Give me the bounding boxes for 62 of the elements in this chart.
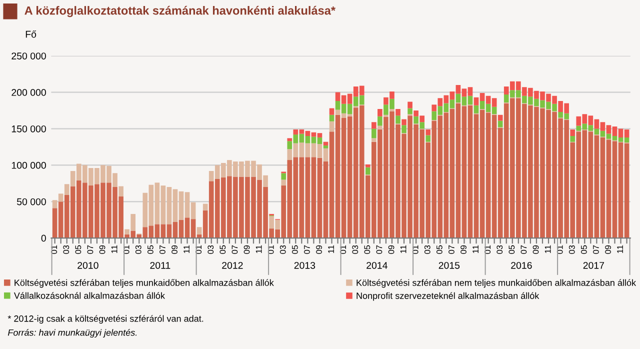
text: 2017 — [583, 262, 604, 269]
text: 2015 — [438, 262, 460, 269]
x-tick-label: 03 — [496, 245, 503, 254]
x-tick-label: 05 — [147, 245, 154, 254]
y-axis-title: Fő — [26, 30, 36, 38]
x-tick-label: 03 — [63, 245, 70, 254]
x-tick-label: 05 — [292, 245, 298, 254]
x-tick-label: 03 — [280, 245, 286, 254]
x-tick-label: 09 — [99, 245, 106, 254]
text: 2011 — [150, 262, 170, 269]
x-tick-label: 11 — [328, 245, 334, 253]
x-tick-label: 11 — [617, 245, 623, 253]
x-tick-label: 09 — [244, 245, 250, 254]
x-tick-label: 11 — [111, 245, 118, 253]
x-tick-label: 03 — [208, 245, 214, 254]
y-tick-label: 150 000 — [12, 125, 46, 132]
x-tick-label: 05 — [508, 245, 515, 254]
x-tick-label: 11 — [400, 245, 406, 253]
legend-label: Nonprofit szervezeteknél alkalmazásban állók — [356, 292, 540, 301]
y-tick-label: 50 000 — [16, 198, 46, 206]
x-tick-label: 07 — [376, 245, 382, 254]
legend-label: Költségvetési szférában nem teljes munkaidőben alkalmazásban állók — [356, 279, 636, 288]
text: 2014 — [366, 262, 388, 269]
x-tick-label: 09 — [532, 245, 539, 254]
x-tick-label: 09 — [388, 245, 394, 254]
x-tick-label: 07 — [87, 245, 94, 254]
text: 2013 — [294, 262, 316, 269]
text: Forrás: havi munkaügyi jelentés. — [8, 329, 137, 338]
x-tick-label: 07 — [593, 245, 599, 254]
y-tick-label: 200 000 — [12, 89, 46, 96]
text: 2016 — [511, 262, 532, 269]
legend-label: Vállalkozásoknál alkalmazásban állók — [14, 292, 165, 299]
x-tick-label: 03 — [568, 245, 575, 254]
x-tick-label: 09 — [605, 245, 611, 254]
text: 2012 — [222, 262, 243, 269]
y-tick-label: 0 — [41, 234, 46, 242]
x-tick-label: 11 — [544, 245, 551, 253]
x-tick-label: 09 — [460, 245, 466, 254]
chart-title: A közfoglalkoztatottak számának havonkénti alakulása* — [24, 6, 336, 18]
x-tick-label: 11 — [256, 245, 262, 253]
text: 2010 — [78, 262, 98, 269]
x-tick-label: 09 — [172, 245, 178, 254]
x-tick-label: 07 — [304, 245, 310, 254]
y-tick-label: 100 000 — [12, 162, 46, 169]
x-tick-label: 03 — [352, 245, 358, 254]
x-tick-label: 05 — [436, 245, 442, 254]
y-tick-label: 250 000 — [12, 52, 46, 60]
legend-label: Költségvetési szférában teljes munkaidőben alkalmazásban állók — [14, 279, 274, 288]
x-tick-label: 07 — [448, 245, 454, 254]
x-tick-label: 07 — [520, 245, 527, 254]
x-tick-label: 03 — [424, 245, 430, 254]
x-tick-label: 05 — [220, 245, 226, 254]
x-tick-label: 05 — [75, 245, 82, 254]
x-tick-label: 07 — [232, 245, 238, 254]
text: * 2012-ig csak a költségvetési szféráról van adat. — [8, 315, 204, 324]
x-tick-label: 05 — [364, 245, 370, 254]
x-tick-label: 07 — [160, 245, 166, 254]
x-tick-label: 11 — [472, 245, 478, 253]
x-tick-label: 03 — [135, 245, 142, 254]
x-tick-label: 09 — [316, 245, 322, 254]
x-tick-label: 11 — [184, 245, 190, 253]
x-tick-label: 05 — [580, 245, 587, 254]
